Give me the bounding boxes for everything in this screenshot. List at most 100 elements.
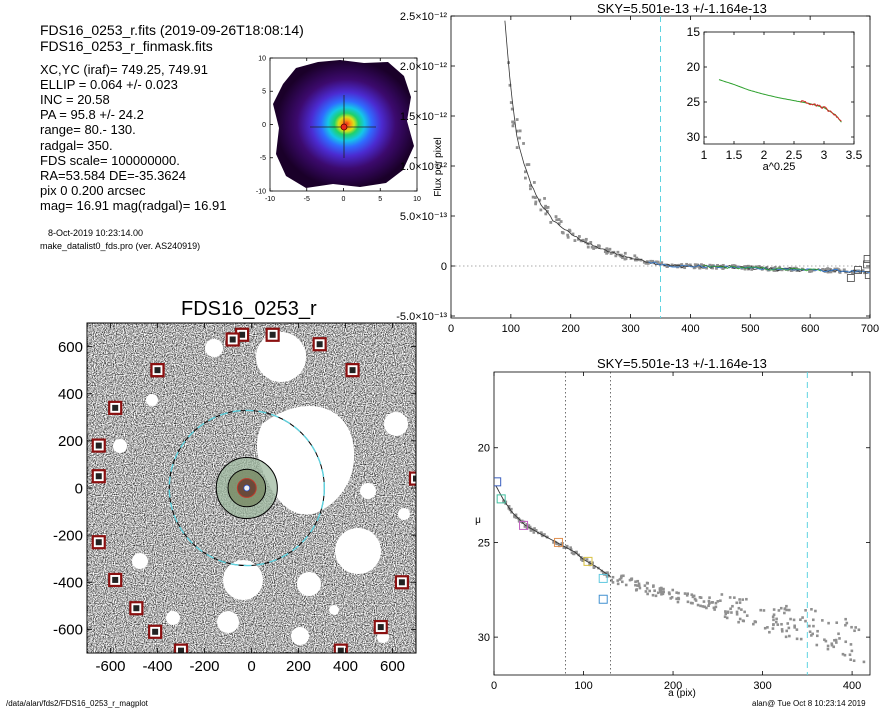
profile-point — [772, 613, 776, 617]
profile-point — [862, 660, 866, 664]
mask-region-blob — [329, 605, 339, 615]
profile-point — [771, 615, 775, 619]
sky-point — [515, 129, 519, 133]
sky-point — [525, 163, 529, 167]
sky-point — [794, 266, 798, 270]
profile-point — [504, 500, 508, 504]
sky-point — [656, 260, 660, 264]
profile-point — [826, 644, 830, 648]
sky-point — [660, 261, 664, 265]
profile-point — [710, 601, 714, 604]
profile-point — [634, 588, 638, 592]
profile-points — [502, 499, 866, 664]
profile-point — [716, 600, 720, 603]
profile-point — [766, 626, 769, 629]
profile-point — [838, 637, 841, 640]
sky-point — [528, 184, 532, 187]
sky-point — [644, 261, 648, 265]
profile-point — [775, 617, 778, 621]
profile-point — [759, 608, 762, 612]
sky-point — [698, 266, 702, 270]
profile-point — [801, 616, 804, 619]
sky-point — [557, 222, 561, 226]
profile-point — [781, 629, 784, 633]
profile-point — [525, 527, 529, 530]
profile-point — [543, 533, 546, 536]
sky-point — [586, 245, 590, 249]
info-line: XC,YC (iraf)= 749.25, 749.91 — [40, 62, 209, 77]
profile-point — [588, 560, 592, 564]
profile-point — [743, 610, 746, 614]
profile-point — [515, 516, 518, 520]
sky-point — [576, 237, 580, 241]
sky-point — [639, 258, 643, 262]
sky-point — [780, 268, 784, 272]
thumbnail-axes: -10 -5 0 5 10 -10 -5 0 5 10 — [256, 55, 421, 203]
profile-point — [560, 542, 564, 545]
profile-point — [763, 626, 767, 630]
profile-point — [683, 592, 687, 595]
profile-point — [565, 544, 569, 548]
sky-point — [808, 269, 812, 273]
profile-point — [653, 589, 656, 593]
profile-point — [723, 615, 727, 619]
mask-square-core — [152, 628, 159, 635]
sky-point — [584, 240, 588, 244]
profile-point — [581, 559, 585, 562]
x-tick-label: 200 — [286, 658, 311, 675]
profile-point — [848, 653, 852, 657]
sky-point — [606, 248, 610, 252]
profile-point — [735, 612, 739, 616]
profile-point — [606, 571, 609, 574]
profile-point — [659, 590, 662, 594]
x-tick-label: 300 — [621, 323, 639, 335]
x-tick-label: -600 — [95, 658, 125, 675]
profile-point — [811, 632, 814, 636]
mask-square-core — [154, 367, 161, 374]
sky-plot-axes: 0 100 200 300 400 500 600 700-5.0×10⁻¹³05.0×10⁻… — [396, 11, 879, 335]
profile-point — [852, 659, 856, 663]
x-tick-label: 600 — [801, 323, 819, 335]
profile-point — [636, 579, 640, 583]
program-line: make_datalist0_fds.pro (ver. AS240919) — [40, 241, 201, 251]
sky-point — [529, 187, 532, 191]
profile-point — [833, 638, 836, 642]
sky-point — [577, 235, 581, 238]
mask-square-core — [269, 331, 276, 338]
y-tick-label: 15 — [687, 25, 701, 39]
profile-point — [694, 599, 698, 602]
sky-point — [651, 259, 655, 263]
profile-point — [816, 629, 819, 633]
profile-point — [675, 597, 678, 601]
profile-point — [662, 590, 665, 594]
profile-point — [698, 595, 702, 599]
profile-point — [752, 622, 755, 626]
profile-point — [675, 591, 678, 594]
sky-point — [597, 245, 601, 249]
profile-point — [824, 639, 828, 643]
sky-point — [523, 170, 527, 174]
profile-axes: 0 100 200 300 400 20 25 30 — [478, 372, 870, 692]
profile-point — [738, 601, 742, 604]
profile-point — [619, 576, 623, 580]
inset-curve-red — [800, 100, 842, 122]
x-tick-label: 200 — [562, 323, 580, 335]
profile-point — [730, 611, 733, 614]
profile-point — [772, 623, 775, 627]
sky-point — [554, 215, 558, 218]
mask-region-blob — [335, 528, 381, 574]
profile-point — [779, 606, 783, 610]
sky-point — [589, 241, 593, 244]
mask-square-core — [95, 539, 102, 546]
sky-point — [674, 264, 678, 267]
profile-point — [772, 618, 775, 622]
sky-point — [614, 254, 618, 258]
profile-point — [634, 580, 637, 583]
profile-point — [724, 610, 727, 613]
profile-point — [844, 623, 847, 627]
sky-inset-panel: 1 1.5 2 2.5 3 3.5 15 20 25 30 a^0.25 — [687, 25, 863, 173]
profile-point — [849, 643, 853, 646]
sky-point — [571, 232, 575, 236]
sky-point — [616, 250, 620, 254]
profile-point — [804, 609, 807, 612]
